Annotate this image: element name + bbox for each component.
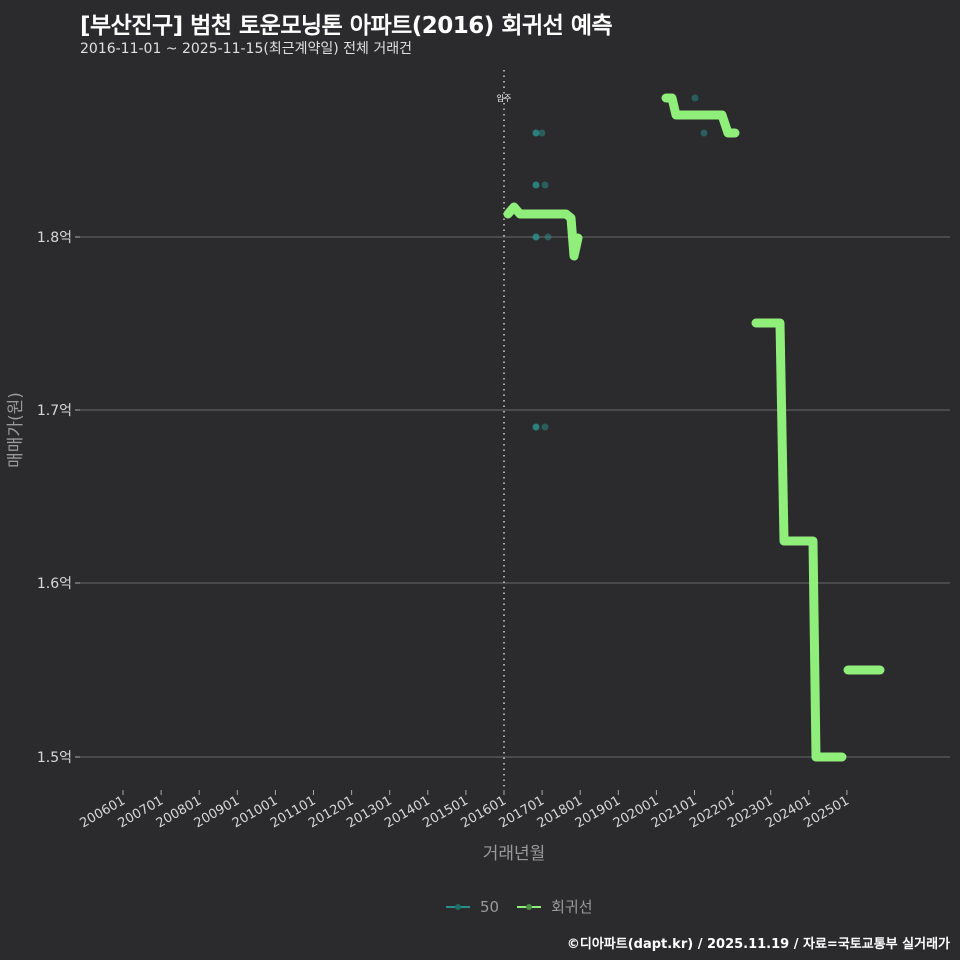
move-in-reference: 입주 [497, 70, 512, 790]
y-tick-label: 1.8억 [37, 230, 72, 246]
y-axis: 1.8억 1.7억 1.6억 1.5억 매매가(원) [6, 230, 80, 766]
legend-label: 회귀선 [551, 898, 593, 916]
scatter-points [532, 94, 708, 431]
legend-label: 50 [480, 897, 500, 916]
chart-subtitle: 2016-11-01 ~ 2025-11-15(최근계약일) 전체 거래건 [80, 41, 412, 57]
y-axis-title: 매매가(원) [6, 392, 26, 468]
x-axis: 2006012007012008012009012010012011012012… [78, 790, 852, 864]
legend-key-line-icon [517, 900, 542, 914]
legend-key-points-icon [446, 900, 470, 914]
y-tick-label: 1.6억 [37, 576, 72, 592]
move-in-label: 입주 [497, 94, 512, 103]
regression-line [503, 93, 885, 762]
legend-item-regression: 회귀선 [517, 896, 593, 917]
y-tick-label: 1.7억 [37, 403, 72, 419]
gridlines [80, 236, 950, 758]
legend-item-50: 50 [446, 898, 499, 916]
source-caption: ©디아파트(dapt.kr) / 2025.11.19 / 자료=국토교통부 실… [566, 937, 950, 952]
x-axis-title: 거래년월 [483, 844, 546, 864]
legend: 50 회귀선 [446, 896, 603, 917]
y-tick-label: 1.5억 [37, 750, 72, 766]
chart-title: [부산진구] 범천 토운모닝톤 아파트(2016) 회귀선 예측 [80, 13, 613, 39]
